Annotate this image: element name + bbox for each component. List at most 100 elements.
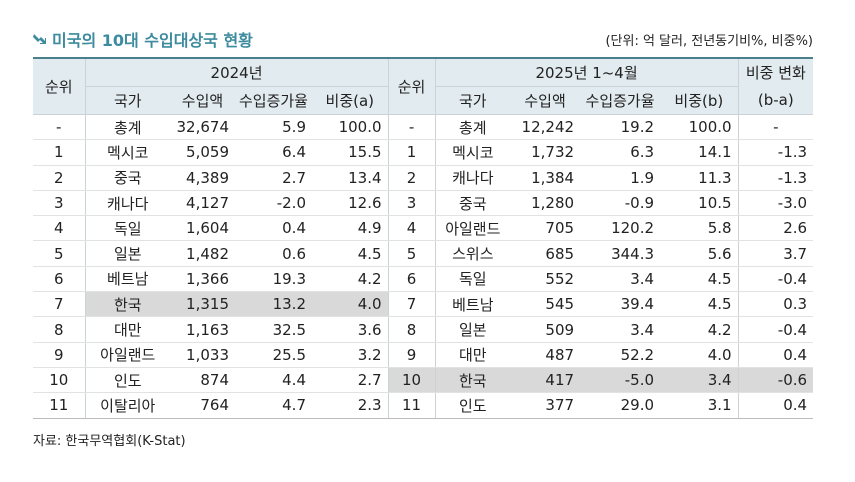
table-cell: 19.2 <box>580 114 661 141</box>
table-row: 10 인도 874 4.4 2.7 10 한국 417 -5.0 3.4 -0.6 <box>33 367 814 394</box>
table-cell: 0.3 <box>737 291 814 318</box>
table-cell: 총계 <box>84 114 170 141</box>
table-cell: 545 <box>510 291 581 318</box>
table-cell: 10 <box>387 367 436 394</box>
table-cell: 11.3 <box>660 165 739 191</box>
table-row: 1 멕시코 5,059 6.4 15.5 1 멕시코 1,732 6.3 14.1 -1.3 <box>33 139 814 166</box>
table-cell: 대만 <box>434 342 511 368</box>
header-cell: 수입증가율 <box>235 86 312 115</box>
table-cell: 13.2 <box>235 291 312 318</box>
table-cell: 1,280 <box>510 190 581 217</box>
table-cell: 12.6 <box>312 190 389 217</box>
table-cell: 764 <box>170 392 235 419</box>
table-cell: 9 <box>33 342 85 368</box>
table-cell: 25.5 <box>235 342 312 368</box>
table-cell: -0.6 <box>737 367 814 394</box>
table-cell: 2.7 <box>312 367 389 394</box>
table-cell: 52.2 <box>580 342 661 368</box>
table-cell: 1.9 <box>580 165 661 191</box>
table-cell: 총계 <box>434 114 511 141</box>
table-cell: 874 <box>170 367 235 394</box>
header-cell: 2024년 <box>84 57 389 87</box>
table-cell: 인도 <box>84 367 170 394</box>
table-cell: 6.3 <box>580 139 661 166</box>
header-row: 국가 수입액 수입증가율 비중(a) 국가 수입액 수입증가율 비중(b) (b-a) <box>33 86 814 115</box>
table-cell: 6 <box>33 266 85 293</box>
table-cell: 3.4 <box>580 316 661 343</box>
table-cell: - <box>387 114 436 141</box>
table-cell: 4.0 <box>312 291 389 318</box>
table-cell: 1,384 <box>510 165 581 191</box>
table-cell: 19.3 <box>235 266 312 293</box>
table-cell: 멕시코 <box>84 139 170 166</box>
header-cell: 비중 변화 <box>737 57 814 87</box>
table-cell: 4,389 <box>170 165 235 191</box>
header-cell: 수입증가율 <box>580 86 661 115</box>
table-cell: 대만 <box>84 316 170 343</box>
table-cell: 4.4 <box>235 367 312 394</box>
table-cell: 4 <box>387 215 436 242</box>
table-cell: 1,604 <box>170 215 235 242</box>
table-cell: 8 <box>33 316 85 343</box>
table-cell: 0.4 <box>737 342 814 368</box>
table-cell: 7 <box>33 291 85 318</box>
table-row: 5 일본 1,482 0.6 4.5 5 스위스 685 344.3 5.6 3.7 <box>33 240 814 267</box>
table-cell: 4.9 <box>312 215 389 242</box>
table-cell: 100.0 <box>660 114 739 141</box>
header-cell: 비중(b) <box>660 86 739 115</box>
table-cell: - <box>33 114 85 141</box>
table-cell: 3 <box>33 190 85 217</box>
header-cell: 국가 <box>434 86 511 115</box>
table-cell: 4.0 <box>660 342 739 368</box>
table-cell: 32.5 <box>235 316 312 343</box>
table-cell: 1,033 <box>170 342 235 368</box>
table-cell: 3.1 <box>660 392 739 419</box>
table-cell: 4,127 <box>170 190 235 217</box>
table-cell: 일본 <box>84 240 170 267</box>
table-cell: 4.2 <box>660 316 739 343</box>
table-cell: 독일 <box>434 266 511 293</box>
table-cell: 7 <box>387 291 436 318</box>
table-cell: 3.4 <box>660 367 739 394</box>
table-cell: 3.6 <box>312 316 389 343</box>
table-cell: 이탈리아 <box>84 392 170 419</box>
table-cell: 32,674 <box>170 114 235 141</box>
table-cell: 캐나다 <box>434 165 511 191</box>
header-cell: 국가 <box>84 86 170 115</box>
table-cell: 11 <box>387 392 436 419</box>
table-cell: 독일 <box>84 215 170 242</box>
table-cell: 6.4 <box>235 139 312 166</box>
header-row: 순위 2024년 순위 2025년 1~4월 비중 변화 <box>33 57 814 115</box>
table-cell: 552 <box>510 266 581 293</box>
table-cell: 705 <box>510 215 581 242</box>
table-cell: 0.6 <box>235 240 312 267</box>
table-cell: 0.4 <box>235 215 312 242</box>
table-cell: 1,315 <box>170 291 235 318</box>
table-cell: 4.2 <box>312 266 389 293</box>
table-row: 11 이탈리아 764 4.7 2.3 11 인도 377 29.0 3.1 0.4 <box>33 392 814 419</box>
table-cell: -0.4 <box>737 316 814 343</box>
table-cell: 5.9 <box>235 114 312 141</box>
table-cell: 스위스 <box>434 240 511 267</box>
table-cell: 4 <box>33 215 85 242</box>
table-cell: 509 <box>510 316 581 343</box>
table-cell: 29.0 <box>580 392 661 419</box>
table-cell: 9 <box>387 342 436 368</box>
title-text: 미국의 10대 수입대상국 현황 <box>52 31 253 50</box>
table-cell: -3.0 <box>737 190 814 217</box>
table-row: 9 아일랜드 1,033 25.5 3.2 9 대만 487 52.2 4.0 0.4 <box>33 342 814 368</box>
title-icon <box>33 34 46 44</box>
table-cell: 13.4 <box>312 165 389 191</box>
table-cell: 1,482 <box>170 240 235 267</box>
table-cell: 377 <box>510 392 581 419</box>
table-cell: 멕시코 <box>434 139 511 166</box>
table-cell: 2 <box>33 165 85 191</box>
header-cell: 수입액 <box>510 86 581 115</box>
table-cell: 4.5 <box>660 266 739 293</box>
table-cell: 120.2 <box>580 215 661 242</box>
table-cell: -1.3 <box>737 139 814 166</box>
title: 미국의 10대 수입대상국 현황 <box>33 27 253 51</box>
table-cell: 5.8 <box>660 215 739 242</box>
header-cell: 순위 <box>33 57 85 115</box>
